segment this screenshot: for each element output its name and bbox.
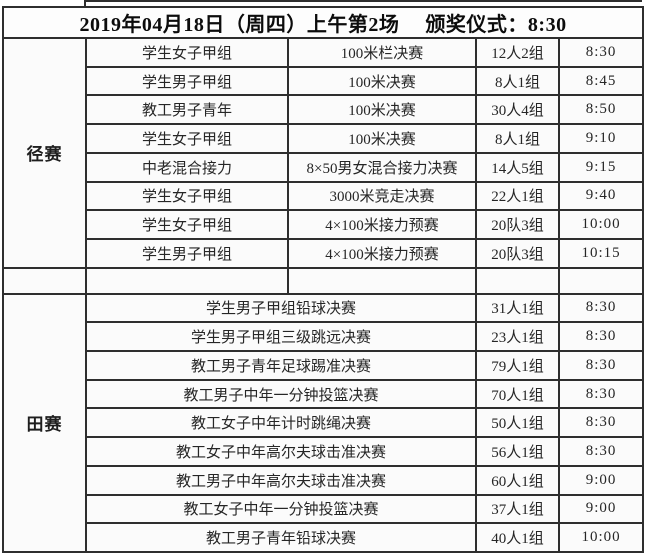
page-title: 2019年04月18日（周四）上午第2场 颁奖仪式：8:30 bbox=[1, 6, 645, 39]
event-cell: 学生男子甲组三级跳远决赛 bbox=[85, 321, 477, 353]
time-cell: 8:30 bbox=[557, 292, 645, 324]
count-cell: 50人1组 bbox=[475, 407, 560, 439]
event-cell: 100米决赛 bbox=[287, 65, 477, 97]
time-cell: 9:40 bbox=[557, 180, 645, 212]
group-cell: 教工男子青年 bbox=[85, 94, 289, 126]
spacer-cell bbox=[85, 266, 289, 295]
track-row: 学生男子甲组 4×100米接力预赛 20队3组 10:15 bbox=[3, 237, 645, 269]
track-row: 中老混合接力 8×50男女混合接力决赛 14人5组 9:15 bbox=[3, 151, 645, 183]
time-cell: 8:30 bbox=[557, 436, 645, 467]
field-row: 教工女子中年计时跳绳决赛 50人1组 8:30 bbox=[3, 407, 645, 439]
time-cell: 8:30 bbox=[557, 407, 645, 439]
time-cell: 8:45 bbox=[557, 65, 645, 97]
count-cell: 23人1组 bbox=[475, 321, 560, 353]
track-row: 学生女子甲组 4×100米接力预赛 20队3组 10:00 bbox=[3, 209, 645, 240]
count-cell: 30人4组 bbox=[475, 94, 560, 126]
event-cell: 100米决赛 bbox=[287, 94, 477, 126]
field-row: 教工女子中年高尔夫球击准决赛 56人1组 8:30 bbox=[3, 436, 645, 467]
group-cell: 学生男子甲组 bbox=[85, 65, 289, 97]
group-cell: 学生女子甲组 bbox=[85, 123, 289, 154]
event-cell: 4×100米接力预赛 bbox=[287, 209, 477, 240]
time-cell: 8:50 bbox=[557, 94, 645, 126]
count-cell: 12人2组 bbox=[475, 37, 560, 68]
count-cell: 20队3组 bbox=[475, 237, 560, 269]
group-cell: 学生女子甲组 bbox=[85, 180, 289, 212]
group-cell: 学生女子甲组 bbox=[85, 37, 289, 68]
track-row: 学生男子甲组 100米决赛 8人1组 8:45 bbox=[3, 65, 645, 97]
count-cell: 40人1组 bbox=[475, 522, 560, 553]
count-cell: 20队3组 bbox=[475, 209, 560, 240]
track-row: 学生女子甲组 3000米竞走决赛 22人1组 9:40 bbox=[3, 180, 645, 212]
track-row: 径赛 学生女子甲组 100米栏决赛 12人2组 8:30 bbox=[2, 37, 645, 269]
count-cell: 8人1组 bbox=[475, 123, 560, 154]
event-cell: 教工男子青年铅球决赛 bbox=[85, 522, 477, 553]
group-cell: 中老混合接力 bbox=[85, 151, 289, 183]
event-cell: 8×50男女混合接力决赛 bbox=[287, 151, 477, 183]
field-row: 田赛 学生男子甲组铅球决赛 31人1组 8:30 bbox=[2, 292, 645, 554]
track-row: 教工男子青年 100米决赛 30人4组 8:50 bbox=[3, 94, 645, 126]
field-row: 教工男子中年一分钟投篮决赛 70人1组 8:30 bbox=[3, 378, 645, 410]
time-cell: 9:00 bbox=[557, 493, 645, 525]
time-cell: 8:30 bbox=[557, 378, 645, 410]
field-row: 教工男子青年足球踢准决赛 79人1组 8:30 bbox=[3, 350, 645, 381]
section-spacer-row bbox=[2, 266, 645, 295]
count-cell: 56人1组 bbox=[475, 436, 560, 467]
spacer-cell bbox=[2, 266, 87, 295]
time-cell: 9:10 bbox=[557, 123, 645, 154]
field-row: 教工女子中年一分钟投篮决赛 37人1组 9:00 bbox=[3, 493, 645, 525]
event-cell: 100米栏决赛 bbox=[287, 37, 477, 68]
field-row: 学生男子甲组三级跳远决赛 23人1组 8:30 bbox=[3, 321, 645, 353]
cropped-row-remnant-tick bbox=[84, 0, 86, 7]
time-cell: 8:30 bbox=[557, 350, 645, 381]
count-cell: 31人1组 bbox=[475, 292, 560, 324]
event-schedule-table: 2019年04月18日（周四）上午第2场 颁奖仪式：8:30 径赛 学生女子甲组… bbox=[1, 6, 645, 554]
event-cell: 100米决赛 bbox=[287, 123, 477, 154]
event-cell: 4×100米接力预赛 bbox=[287, 237, 477, 269]
time-cell: 9:00 bbox=[557, 464, 645, 496]
cropped-row-remnant-line bbox=[85, 0, 642, 2]
event-cell: 教工男子中年高尔夫球击准决赛 bbox=[85, 464, 477, 496]
time-cell: 10:00 bbox=[557, 522, 645, 553]
event-cell: 教工男子中年一分钟投篮决赛 bbox=[85, 378, 477, 410]
time-cell: 10:00 bbox=[557, 209, 645, 240]
time-cell: 8:30 bbox=[557, 321, 645, 353]
spacer-cell bbox=[557, 266, 645, 295]
time-cell: 10:15 bbox=[557, 237, 645, 269]
category-cell-track: 径赛 bbox=[2, 37, 87, 269]
count-cell: 79人1组 bbox=[475, 350, 560, 381]
event-cell: 教工女子中年一分钟投篮决赛 bbox=[85, 493, 477, 525]
spacer-cell bbox=[287, 266, 477, 295]
event-cell: 学生男子甲组铅球决赛 bbox=[85, 292, 477, 324]
track-row: 学生女子甲组 100米决赛 8人1组 9:10 bbox=[3, 123, 645, 154]
field-row: 教工男子中年高尔夫球击准决赛 60人1组 9:00 bbox=[3, 464, 645, 496]
spacer-cell bbox=[475, 266, 560, 295]
count-cell: 37人1组 bbox=[475, 493, 560, 525]
field-row: 教工男子青年铅球决赛 40人1组 10:00 bbox=[3, 522, 645, 553]
category-cell-field: 田赛 bbox=[2, 292, 87, 554]
time-cell: 9:15 bbox=[557, 151, 645, 183]
count-cell: 8人1组 bbox=[475, 65, 560, 97]
event-cell: 教工女子中年高尔夫球击准决赛 bbox=[85, 436, 477, 467]
event-cell: 3000米竞走决赛 bbox=[287, 180, 477, 212]
event-cell: 教工男子青年足球踢准决赛 bbox=[85, 350, 477, 381]
count-cell: 14人5组 bbox=[475, 151, 560, 183]
group-cell: 学生女子甲组 bbox=[85, 209, 289, 240]
title-row: 2019年04月18日（周四）上午第2场 颁奖仪式：8:30 bbox=[1, 6, 645, 39]
time-cell: 8:30 bbox=[557, 37, 645, 68]
count-cell: 22人1组 bbox=[475, 180, 560, 212]
count-cell: 70人1组 bbox=[475, 378, 560, 410]
event-cell: 教工女子中年计时跳绳决赛 bbox=[85, 407, 477, 439]
count-cell: 60人1组 bbox=[475, 464, 560, 496]
group-cell: 学生男子甲组 bbox=[85, 237, 289, 269]
